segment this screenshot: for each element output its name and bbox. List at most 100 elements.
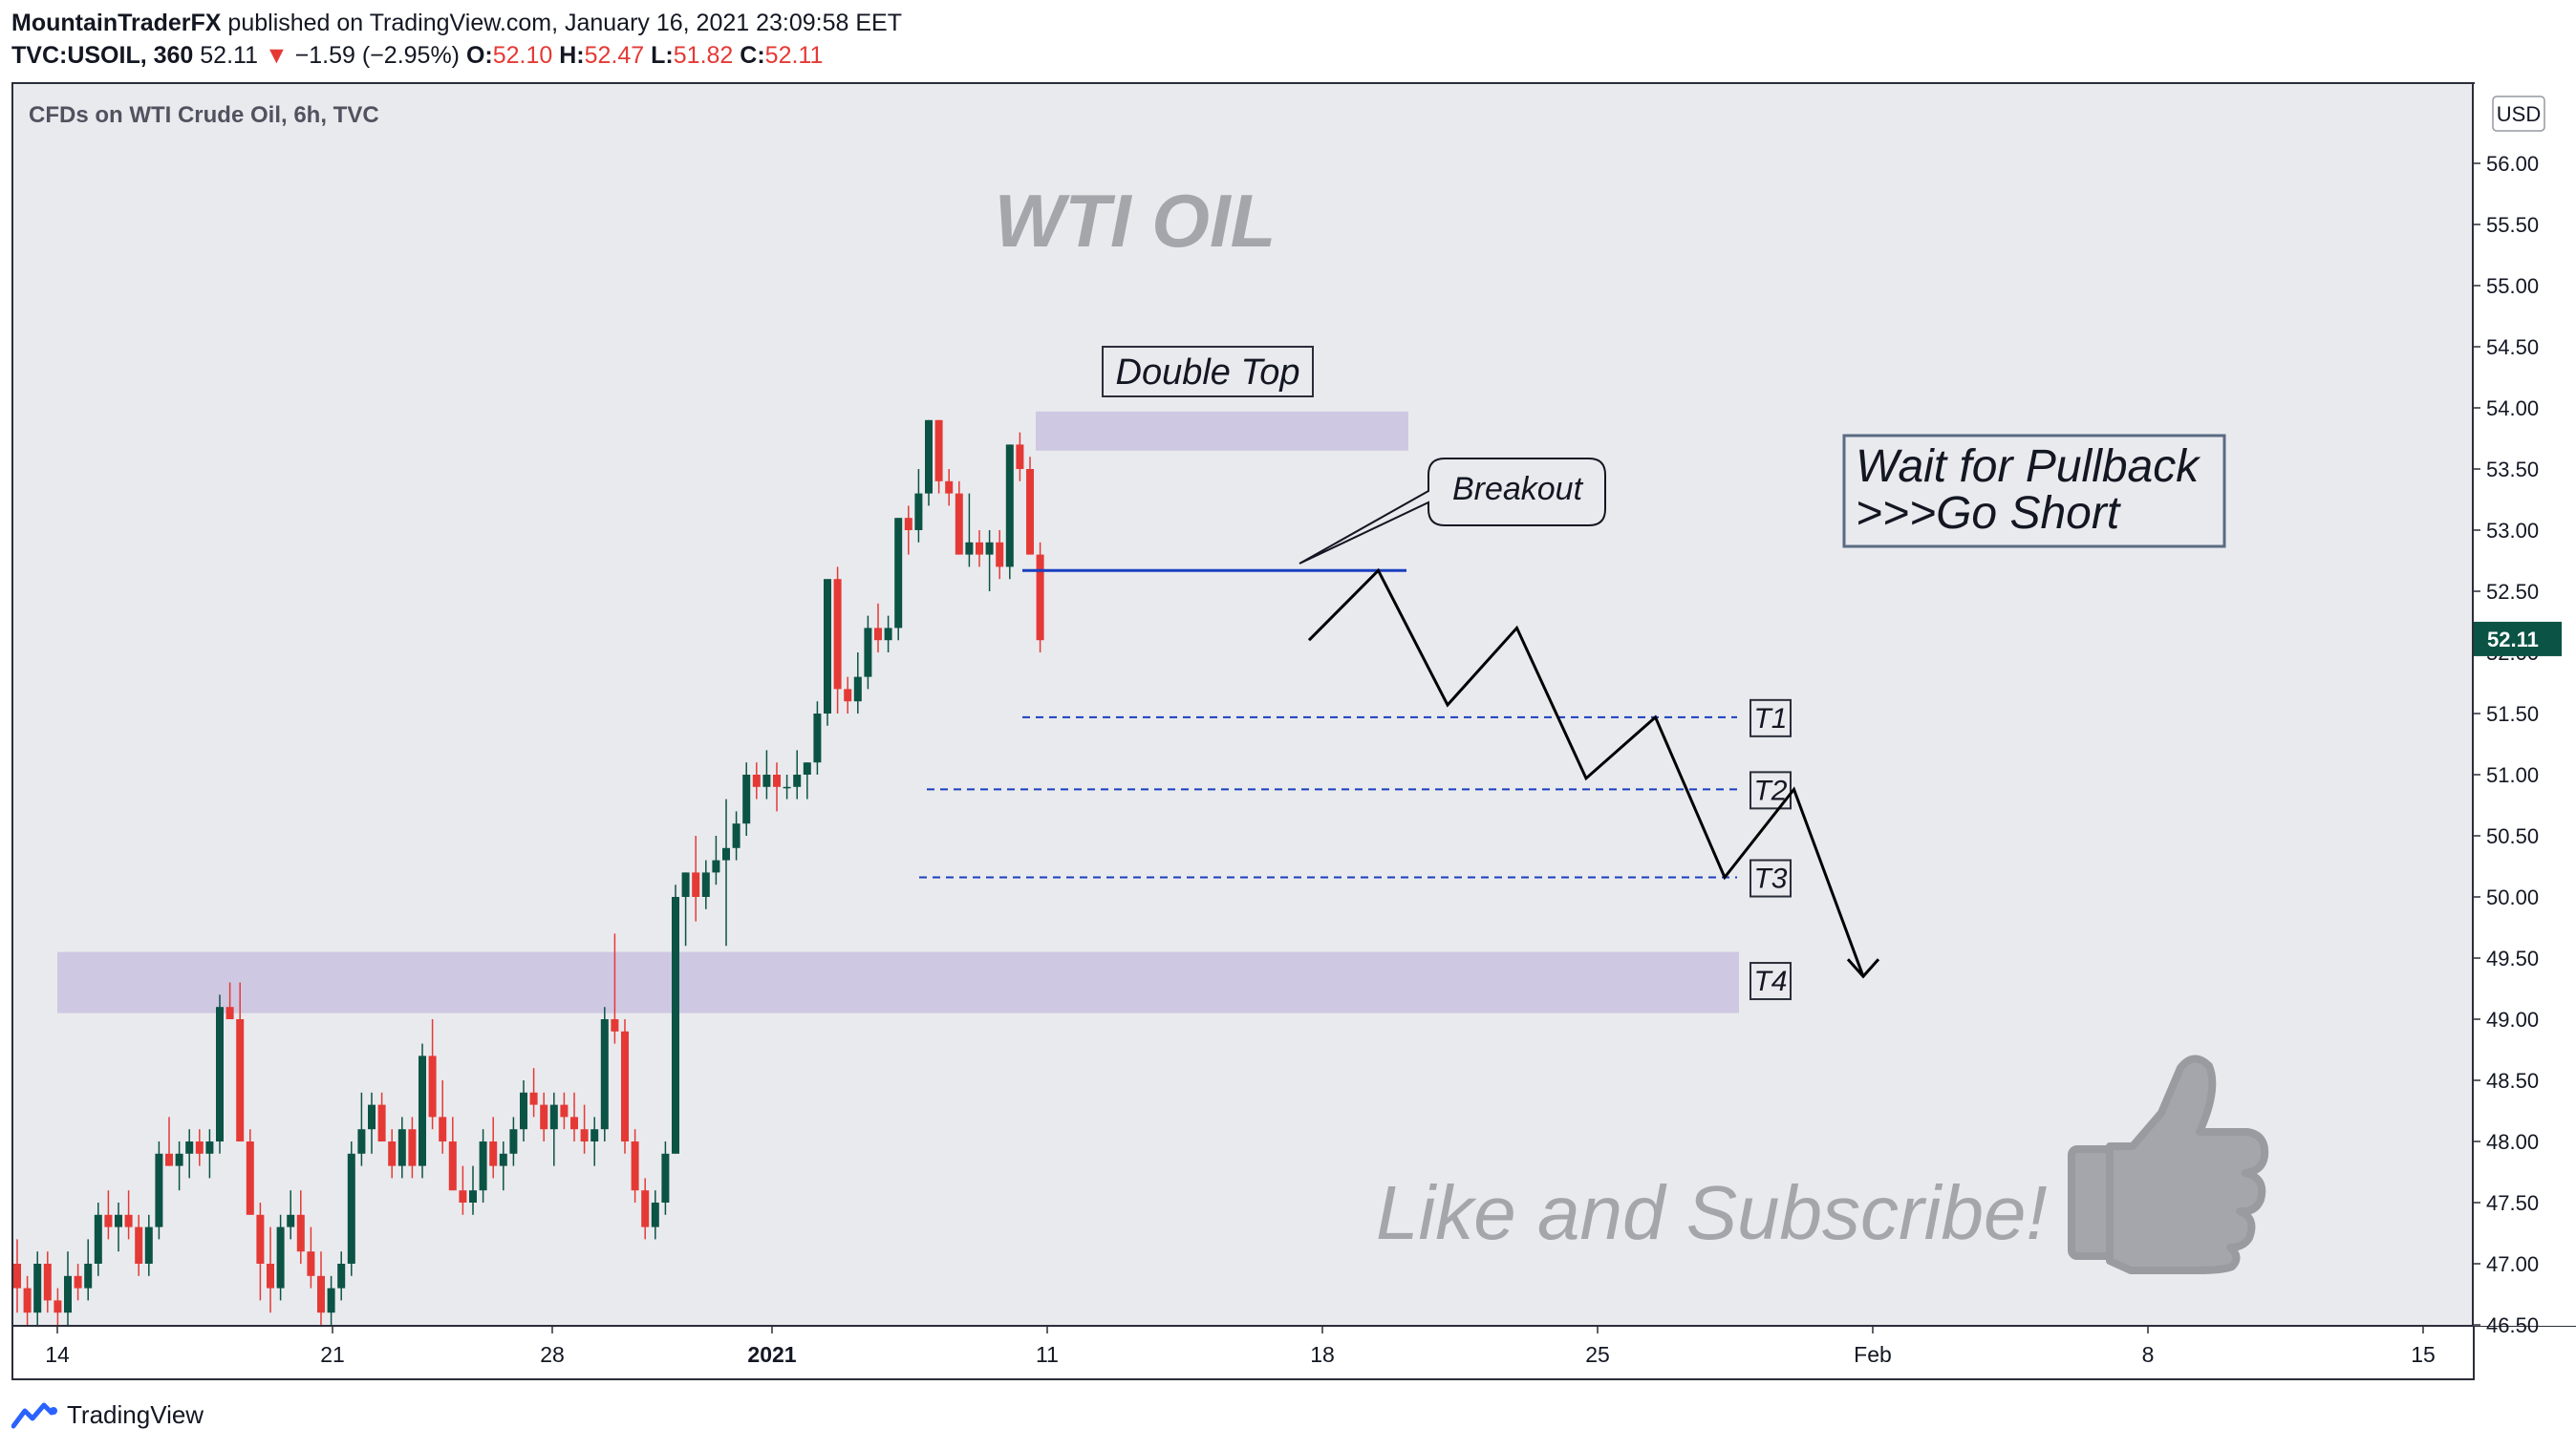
candle-body — [246, 1141, 254, 1215]
author-name[interactable]: MountainTraderFX — [11, 10, 222, 36]
candle — [43, 1251, 52, 1313]
double-top-box — [1102, 346, 1314, 397]
candle — [600, 1007, 609, 1141]
candle-body — [104, 1214, 113, 1227]
candle — [803, 762, 811, 800]
time-axis-bg — [13, 1327, 2473, 1378]
candle-body — [155, 1153, 163, 1227]
price-tick-label: 46.50 — [2486, 1313, 2539, 1337]
low-label: L: — [651, 42, 674, 69]
candle — [74, 1264, 82, 1301]
candle — [64, 1251, 72, 1325]
candle-body — [824, 579, 831, 714]
price-tick-label: 55.00 — [2486, 274, 2539, 298]
candle — [368, 1092, 376, 1154]
candle — [773, 762, 781, 812]
candle-body — [1026, 469, 1034, 555]
candle-body — [419, 1056, 426, 1166]
candle — [469, 1165, 477, 1215]
price-tick-label: 56.00 — [2486, 152, 2539, 176]
candle — [681, 872, 690, 947]
footer-brand[interactable]: TradingView — [11, 1400, 204, 1430]
time-tick-label: 8 — [2142, 1342, 2155, 1367]
candle-body — [560, 1104, 569, 1118]
candle — [783, 775, 791, 800]
candle — [419, 1043, 426, 1179]
candle — [692, 836, 700, 922]
price-tick-label: 53.00 — [2486, 519, 2539, 543]
projection-path — [1307, 567, 1865, 977]
price-tick-label: 47.00 — [2486, 1252, 2539, 1276]
candle — [813, 701, 822, 775]
candle-body — [205, 1141, 214, 1154]
zone-double-top — [1036, 411, 1408, 451]
footer-brand-label: TradingView — [67, 1400, 204, 1429]
candle-body — [853, 676, 862, 702]
candle — [560, 1092, 569, 1130]
candle-body — [23, 1288, 32, 1313]
candle-body — [327, 1288, 335, 1313]
candle-body — [124, 1214, 133, 1227]
time-tick-label: Feb — [1854, 1342, 1892, 1367]
candle — [124, 1190, 133, 1240]
candle — [701, 860, 710, 909]
candle-body — [580, 1129, 589, 1141]
thumbs-up-icon — [2068, 1055, 2269, 1274]
symbol-label[interactable]: TVC:USOIL, 360 — [11, 42, 194, 69]
candle-body — [94, 1214, 102, 1264]
chart-title: CFDs on WTI Crude Oil, 6h, TVC — [29, 102, 379, 128]
candle-body — [317, 1275, 325, 1313]
candle — [1026, 457, 1034, 555]
price-tick-label: 48.50 — [2486, 1069, 2539, 1093]
candle-body — [216, 1007, 224, 1141]
candle — [448, 1117, 457, 1191]
candle-body — [996, 542, 1004, 567]
candle — [621, 1019, 629, 1154]
close-label: C: — [740, 42, 765, 69]
candle — [307, 1226, 315, 1289]
projection-arrowhead — [1846, 958, 1880, 979]
currency-badge[interactable] — [2492, 96, 2545, 132]
candle — [94, 1203, 102, 1276]
candle — [540, 1092, 548, 1141]
candle — [509, 1117, 518, 1166]
candle-body — [681, 872, 690, 897]
candle-body — [934, 419, 943, 481]
candle — [115, 1203, 122, 1252]
candle — [104, 1190, 113, 1240]
candle — [267, 1226, 274, 1313]
strategy-line-1: Wait for Pullback — [1856, 441, 2201, 492]
candle-body — [388, 1141, 397, 1166]
candle — [631, 1129, 639, 1203]
candle-body — [185, 1141, 194, 1154]
candle-body — [813, 714, 822, 763]
candle — [377, 1092, 386, 1141]
candle-body — [712, 860, 720, 873]
candle-body — [13, 1264, 21, 1289]
high-label: H: — [559, 42, 585, 69]
candle — [864, 615, 872, 690]
candle-body — [54, 1300, 62, 1313]
candle — [793, 750, 802, 800]
candle — [155, 1141, 163, 1240]
breakout-callout — [1299, 458, 1606, 565]
candle — [33, 1251, 42, 1325]
candle — [459, 1165, 467, 1215]
candle-body — [195, 1141, 204, 1154]
candle-body — [540, 1104, 548, 1130]
candle-body — [955, 493, 963, 555]
time-tick-label: 28 — [540, 1342, 565, 1367]
candle — [520, 1080, 527, 1141]
time-tick-label: 2021 — [747, 1342, 796, 1367]
candle-body — [590, 1129, 599, 1141]
candle-body — [1016, 444, 1024, 469]
price-tick-label: 48.00 — [2486, 1130, 2539, 1154]
candle-body — [165, 1153, 173, 1166]
target-label-t2: T2 — [1753, 775, 1787, 806]
candle-body — [33, 1264, 42, 1313]
breakout-label: Breakout — [1452, 471, 1584, 507]
candle — [236, 982, 245, 1141]
candle — [1016, 432, 1024, 481]
candle — [732, 811, 741, 861]
